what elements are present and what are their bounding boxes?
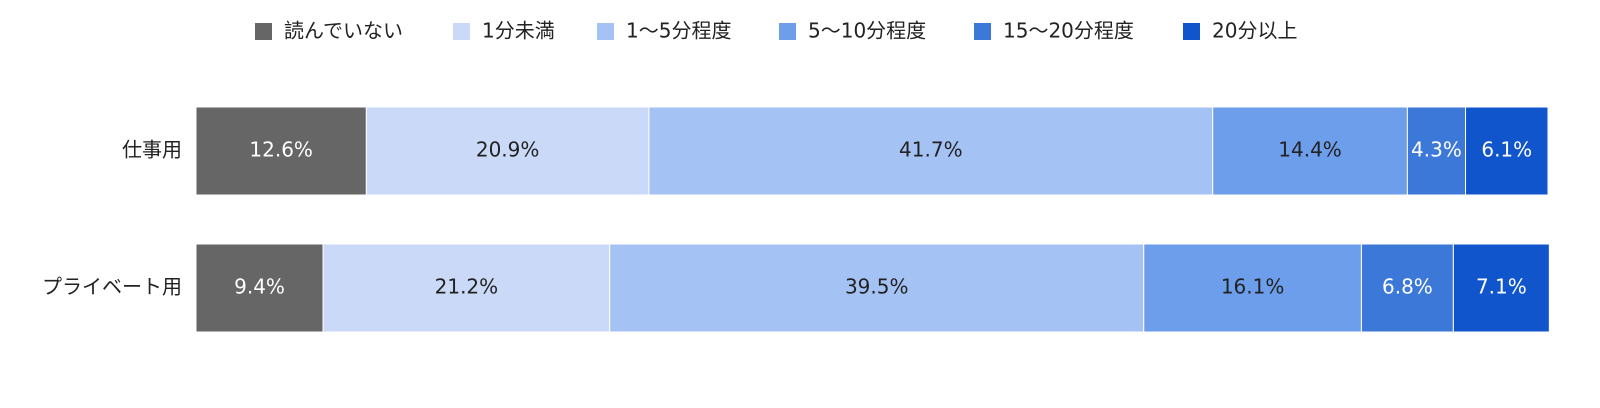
legend-label: 1〜5分程度 xyxy=(626,19,731,43)
legend-label: 読んでいない xyxy=(284,19,403,43)
data-label: 9.4% xyxy=(234,275,285,299)
bar-segment xyxy=(1143,243,1362,333)
legend-swatch xyxy=(597,23,614,40)
bar-segment xyxy=(195,106,367,196)
bar-segment xyxy=(609,243,1145,333)
legend-swatch xyxy=(779,23,796,40)
data-label: 6.1% xyxy=(1481,138,1532,162)
data-label: 14.4% xyxy=(1278,138,1342,162)
data-label: 39.5% xyxy=(845,275,909,299)
bar-segment xyxy=(322,243,611,333)
data-label: 12.6% xyxy=(249,138,313,162)
data-label: 6.8% xyxy=(1382,275,1433,299)
data-label: 21.2% xyxy=(435,275,499,299)
legend-swatch xyxy=(974,23,991,40)
legend-swatch xyxy=(1183,23,1200,40)
legend-label: 5〜10分程度 xyxy=(808,19,926,43)
data-label: 7.1% xyxy=(1476,275,1527,299)
data-label: 4.3% xyxy=(1411,138,1462,162)
data-label: 16.1% xyxy=(1221,275,1285,299)
legend-swatch xyxy=(255,23,272,40)
legend-swatch xyxy=(453,23,470,40)
legend-label: 15〜20分程度 xyxy=(1003,19,1134,43)
legend-label: 1分未満 xyxy=(482,19,555,43)
data-label: 20.9% xyxy=(476,138,540,162)
category-label: プライベート用 xyxy=(42,275,182,299)
category-label: 仕事用 xyxy=(122,138,182,162)
data-label: 41.7% xyxy=(899,138,963,162)
bar-segment xyxy=(365,106,650,196)
bar-segment xyxy=(1406,106,1467,196)
legend-label: 20分以上 xyxy=(1212,19,1297,43)
bar-segment xyxy=(648,106,1214,196)
bar-segment xyxy=(1465,106,1549,196)
bar-segment xyxy=(195,243,324,333)
bar-segment xyxy=(1452,243,1550,333)
bar-segment xyxy=(1212,106,1408,196)
